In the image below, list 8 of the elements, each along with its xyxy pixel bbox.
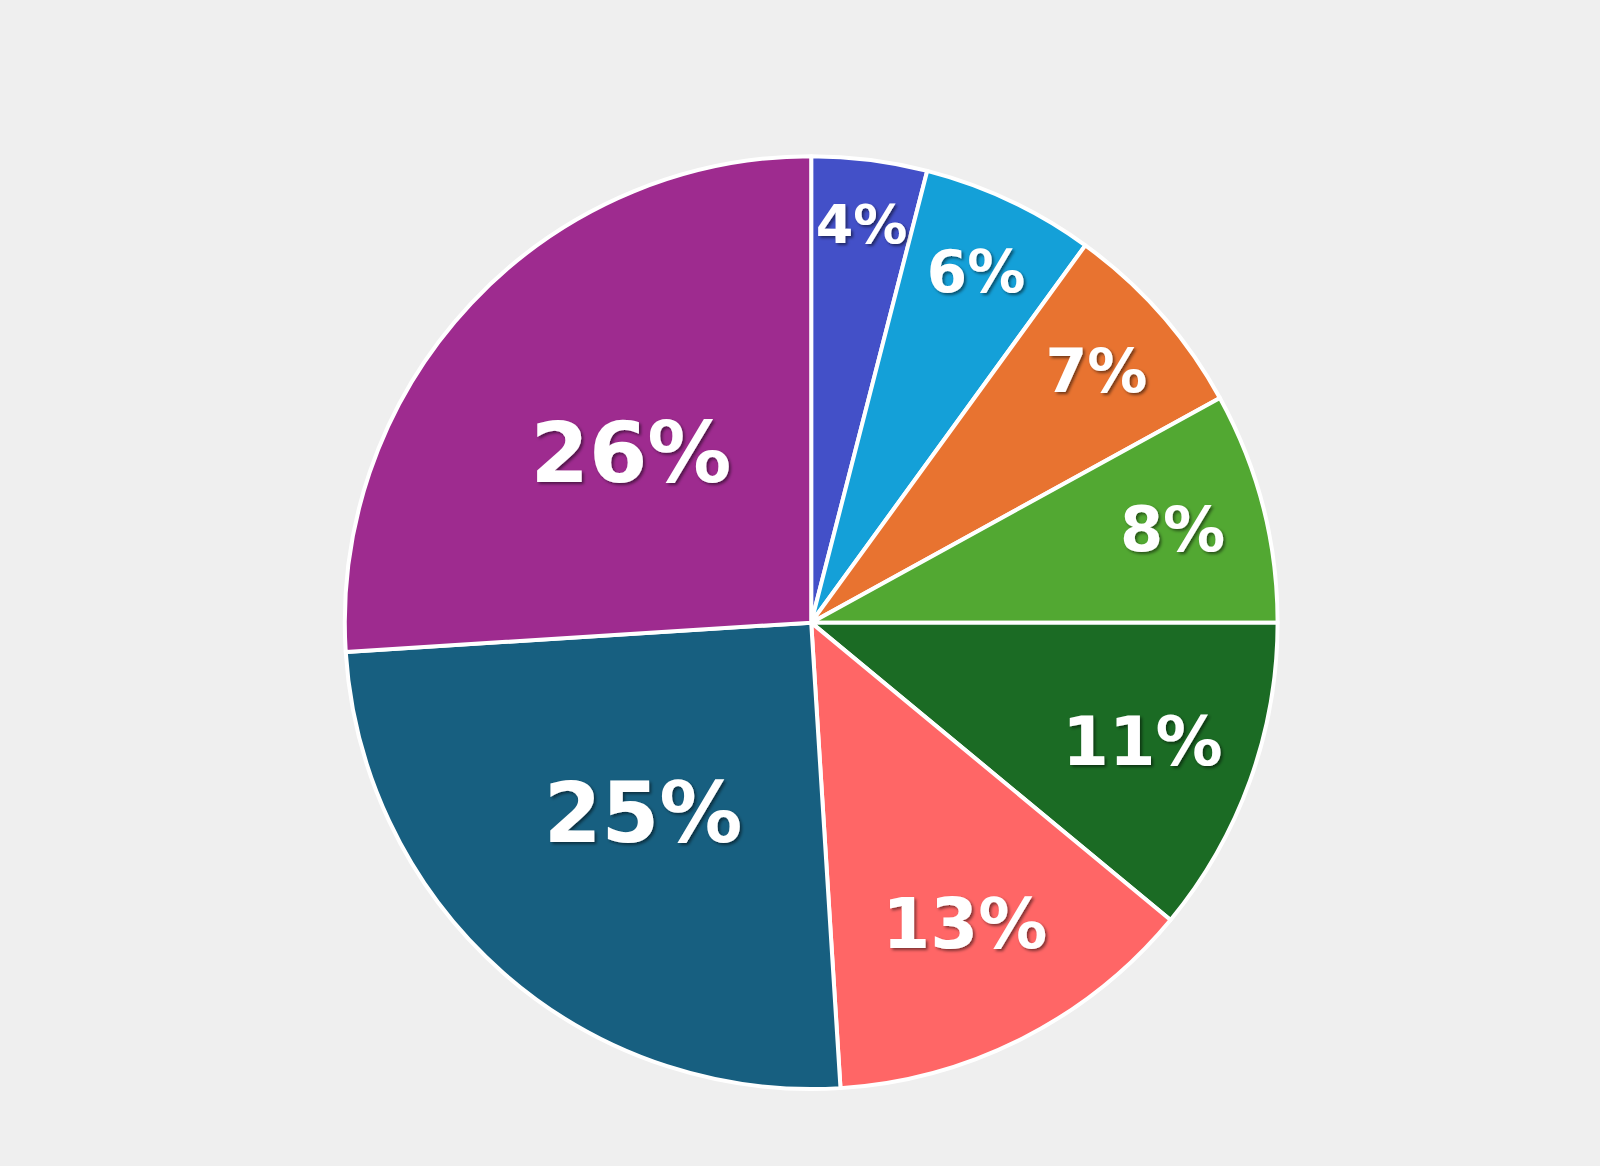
data-label: 4% [815,193,908,257]
data-label: 7% [1045,336,1148,407]
data-label: 25% [543,764,743,862]
data-label: 6% [926,238,1026,307]
data-label: 13% [882,883,1048,964]
data-label: 8% [1119,493,1226,567]
data-label: 11% [1062,702,1223,781]
data-label: 26% [530,404,732,503]
